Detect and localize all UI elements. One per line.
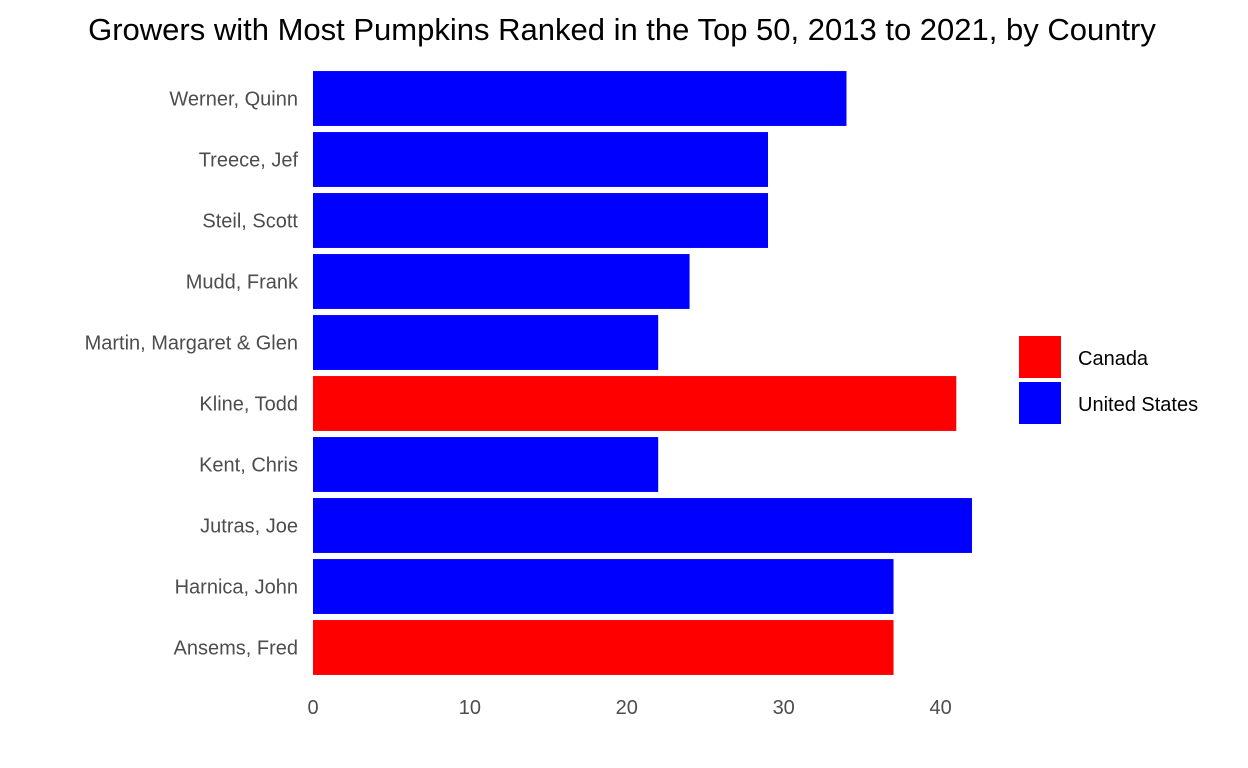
bar-9 [313,620,894,675]
legend: Canada United States [1019,336,1198,424]
legend-swatch [1019,382,1061,424]
x-axis-ticks: 0 10 20 30 40 [307,697,951,719]
category-label: Martin, Margaret & Glen [85,333,298,355]
x-tick-label: 10 [459,697,481,719]
x-tick-label: 30 [773,697,795,719]
bar-2 [313,193,769,248]
x-tick-label: 40 [929,697,951,719]
bar-0 [313,71,847,126]
category-label: Kent, Chris [199,455,298,477]
bars-layer [313,71,972,675]
category-label: Steil, Scott [202,211,298,233]
category-label: Werner, Quinn [169,89,298,111]
category-label: Mudd, Frank [186,272,299,294]
category-label: Ansems, Fred [174,638,298,660]
category-label: Harnica, John [175,577,298,599]
bar-6 [313,437,659,492]
category-label: Kline, Todd [199,394,298,416]
bar-8 [313,559,894,614]
chart-title: Growers with Most Pumpkins Ranked in the… [88,12,1156,47]
legend-swatch [1019,336,1061,378]
bar-3 [313,254,690,309]
legend-label: Canada [1078,348,1149,370]
bar-7 [313,498,972,553]
x-tick-label: 0 [307,697,318,719]
legend-label: United States [1078,394,1198,416]
category-label: Treece, Jef [199,150,299,172]
bar-1 [313,132,769,187]
x-tick-label: 20 [616,697,638,719]
category-label: Jutras, Joe [200,516,298,538]
bar-4 [313,315,659,370]
bar-5 [313,376,957,431]
category-labels: Werner, Quinn Treece, Jef Steil, Scott Mudd… [85,89,299,660]
